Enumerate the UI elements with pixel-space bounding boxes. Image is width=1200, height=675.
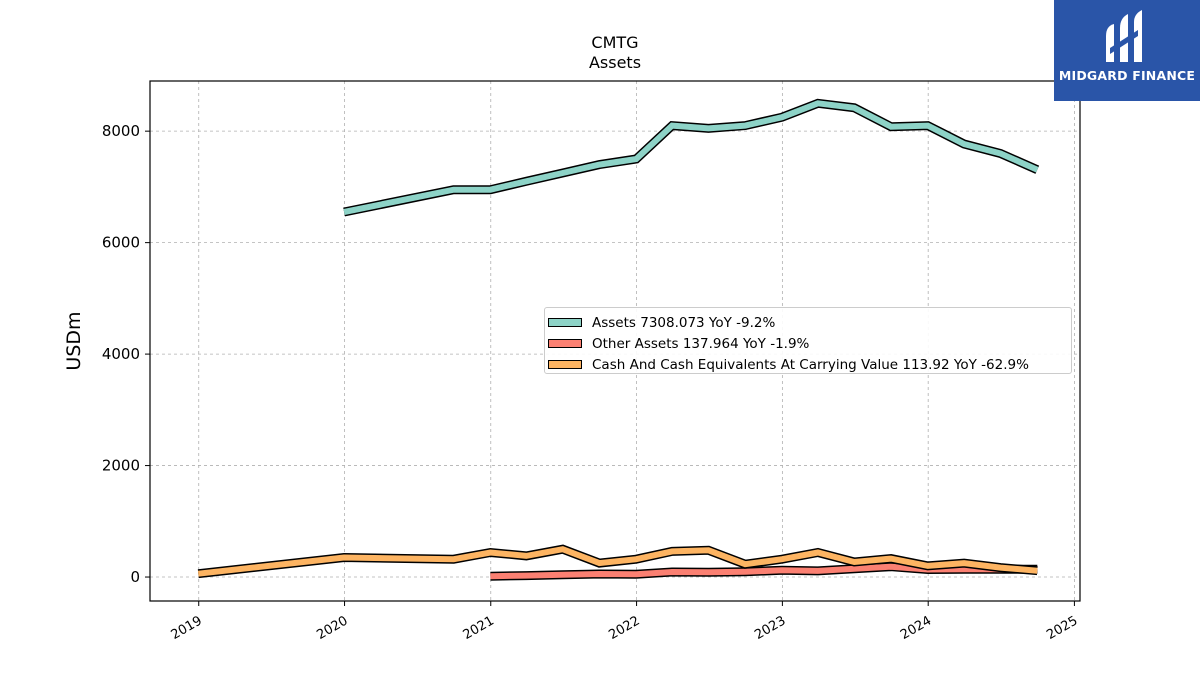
series-outline-0 [343, 98, 1040, 217]
legend: Assets 7308.073 YoY -9.2% Other Assets 1… [544, 307, 1072, 374]
legend-swatch-other-assets [548, 339, 582, 348]
legend-label-other-assets: Other Assets 137.964 YoY -1.9% [592, 335, 810, 352]
x-tick-label: 2022 [606, 613, 642, 643]
legend-label-assets: Assets 7308.073 YoY -9.2% [592, 314, 776, 331]
x-tick-label: 2021 [461, 613, 497, 643]
series-line-2 [197, 546, 1038, 577]
x-tick-label: 2023 [752, 613, 788, 643]
series-line-0 [343, 100, 1039, 215]
legend-item-other-assets: Other Assets 137.964 YoY -1.9% [548, 333, 1071, 354]
y-tick-label: 6000 [102, 234, 140, 252]
chart-title: CMTG [591, 33, 639, 52]
logo-mark-icon [1106, 10, 1142, 62]
x-tick-label: 2024 [898, 613, 934, 643]
series-line-1 [490, 563, 1038, 580]
x-tick-label: 2019 [169, 613, 205, 643]
plot-frame [149, 80, 1081, 602]
y-tick-label: 2000 [102, 457, 140, 475]
grid-lines [150, 81, 1080, 601]
y-tick-label: 4000 [102, 345, 140, 363]
legend-item-cash: Cash And Cash Equivalents At Carrying Va… [548, 354, 1071, 375]
legend-swatch-assets [548, 318, 582, 327]
y-tick-label: 8000 [102, 122, 140, 140]
logo-text: MIDGARD FINANCE [1058, 68, 1196, 83]
legend-label-cash: Cash And Cash Equivalents At Carrying Va… [592, 356, 1029, 373]
series-lines [197, 98, 1040, 581]
y-axis-label: USDm [63, 311, 85, 370]
brand-logo: MIDGARD FINANCE [1054, 0, 1200, 101]
x-tick-label: 2025 [1044, 613, 1080, 643]
y-tick-label: 0 [130, 568, 140, 586]
legend-swatch-cash [548, 360, 582, 369]
chart-subtitle: Assets [588, 53, 642, 72]
legend-item-assets: Assets 7308.073 YoY -9.2% [548, 312, 1071, 333]
x-tick-label: 2020 [314, 613, 350, 643]
